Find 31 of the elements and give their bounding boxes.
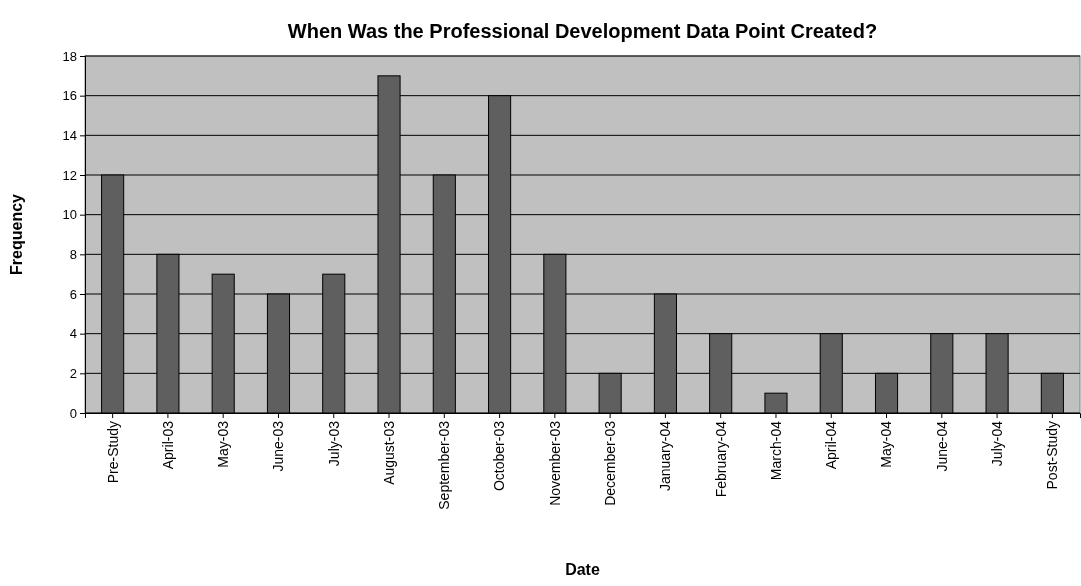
x-tick-label: Pre-Study (104, 421, 121, 484)
y-tick-label: 14 (62, 127, 77, 143)
x-tick-label: May-04 (878, 420, 895, 468)
y-tick-label: 4 (69, 326, 77, 342)
y-tick-label: 16 (62, 88, 77, 104)
y-tick-label: 12 (62, 167, 77, 183)
x-tick-label: December-03 (602, 420, 619, 506)
x-tick-label: March-04 (767, 420, 784, 481)
x-tick-label: June-03 (270, 420, 287, 472)
x-axis-title: Date (565, 561, 600, 578)
y-tick-label: 6 (69, 286, 77, 302)
y-tick-label: 10 (62, 207, 77, 223)
x-tick-label: July-03 (325, 420, 342, 467)
y-tick-label: 0 (69, 405, 77, 421)
y-tick-label: 8 (69, 246, 77, 262)
y-tick-label: 2 (69, 365, 77, 381)
x-tick-label: November-03 (546, 420, 563, 506)
x-tick-label: August-03 (380, 420, 397, 485)
x-tick-label: May-03 (215, 420, 232, 468)
chart-title: When Was the Professional Development Data Point Created? (287, 20, 878, 42)
x-tick-label: April-04 (823, 420, 840, 470)
y-axis-title: Frequency (8, 193, 25, 275)
x-tick-label: September-03 (436, 420, 453, 510)
x-tick-label: July-04 (988, 420, 1005, 467)
x-tick-label: June-04 (933, 420, 950, 472)
x-tick-label: April-03 (159, 420, 176, 470)
x-tick-label: October-03 (491, 420, 508, 492)
x-tick-label: February-04 (712, 420, 729, 498)
x-tick-label: Post-Study (1044, 421, 1061, 490)
y-tick-label: 18 (62, 48, 77, 64)
x-tick-label: January-04 (657, 420, 674, 492)
